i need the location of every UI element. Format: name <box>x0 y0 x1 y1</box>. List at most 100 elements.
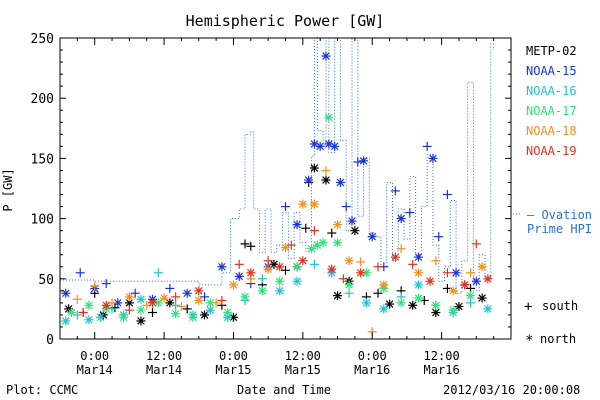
legend-entry-noaa-18: NOAA-18 <box>526 124 577 138</box>
ovation-legend-line2: Prime HPI <box>527 222 592 236</box>
noaa-18-south-point <box>211 298 221 308</box>
metp-02-north-point <box>309 163 319 173</box>
x-tick-time-label: 12:00 <box>285 349 321 363</box>
legend-entry-noaa-16: NOAA-16 <box>526 84 577 98</box>
noaa-15-north-point <box>292 220 302 230</box>
metp-02-north-point <box>228 312 238 322</box>
noaa-15-north-point <box>113 298 123 308</box>
noaa-19-south-point <box>171 292 181 302</box>
noaa-18-south-point <box>431 256 441 266</box>
noaa-15-north-point <box>304 175 314 185</box>
noaa-19-north-point <box>425 276 435 286</box>
y-tick-label: 200 <box>31 92 54 107</box>
noaa-17-north-point <box>188 312 198 322</box>
noaa-16-north-point <box>379 304 389 314</box>
y-axis-label: P [GW] <box>1 168 15 211</box>
noaa-17-north-point <box>448 305 458 315</box>
noaa-18-south-point <box>396 244 406 254</box>
legend-entry-metp-02: METP-02 <box>526 44 577 58</box>
x-tick-date-label: Mar14 <box>77 363 113 377</box>
noaa-19-south-point <box>124 305 134 315</box>
metp-02-north-point <box>321 175 331 185</box>
noaa-18-north-point <box>344 256 354 266</box>
noaa-18-north-point <box>228 280 238 290</box>
noaa-15-north-point <box>335 177 345 187</box>
noaa-15-north-point <box>428 153 438 163</box>
noaa-15-south-point <box>405 208 415 218</box>
noaa-19-north-point <box>246 268 256 278</box>
noaa-18-north-point <box>298 199 308 209</box>
noaa-18-north-point <box>159 293 169 303</box>
marker-legend-south-symbol: + <box>524 299 532 315</box>
ovation-hpi-line <box>60 37 495 294</box>
noaa-18-north-point <box>194 295 204 305</box>
noaa-18-north-point <box>281 242 290 252</box>
noaa-17-north-point <box>223 308 233 318</box>
noaa-17-north-point <box>396 298 406 308</box>
noaa-18-north-point <box>379 280 389 290</box>
noaa-19-south-point <box>471 239 481 249</box>
metp-02-south-point <box>246 241 256 251</box>
metp-02-south-point <box>301 223 311 233</box>
metp-02-north-point <box>333 291 343 301</box>
noaa-16-north-point <box>275 286 285 296</box>
y-axis-ticks: 0 50 100 150 200 250 <box>31 32 511 348</box>
noaa-17-north-point <box>119 312 129 322</box>
metp-02-south-point <box>240 239 250 249</box>
noaa-18-north-point <box>124 292 134 302</box>
ovation-legend-line1: — Ovation <box>527 208 592 222</box>
noaa-15-north-point <box>347 216 357 226</box>
noaa-15-south-point <box>75 268 85 278</box>
x-tick-date-label: Mar15 <box>285 363 321 377</box>
noaa-18-south-point <box>356 257 366 267</box>
marker-legend-south-label: south <box>542 299 578 313</box>
metp-02-north-point <box>350 226 360 236</box>
noaa-17-north-point <box>257 286 267 296</box>
noaa-15-north-point <box>451 268 461 278</box>
x-tick-date-label: Mar15 <box>215 363 251 377</box>
noaa-15-south-point <box>165 283 175 293</box>
ovation-hpi-series <box>60 37 495 294</box>
footer-plot-label: Plot: CCMC <box>6 383 78 397</box>
noaa-19-north-point <box>483 274 493 284</box>
noaa-15-north-point <box>359 156 369 166</box>
noaa-18-north-point <box>448 286 458 296</box>
noaa-19-south-point <box>234 259 244 269</box>
noaa-17-north-point <box>84 300 94 310</box>
noaa-16-south-point <box>344 288 354 298</box>
metp-02-south-point <box>148 308 158 318</box>
x-tick-time-label: 0:00 <box>80 349 109 363</box>
noaa-18-south-point <box>466 268 476 278</box>
noaa-18-north-point <box>263 264 273 274</box>
noaa-16-north-point <box>136 294 146 304</box>
noaa-17-north-point <box>333 238 343 248</box>
legend-entry-noaa-19: NOAA-19 <box>526 144 577 158</box>
noaa-19-north-point <box>275 262 285 272</box>
noaa-18-south-point <box>176 301 186 311</box>
scatter-points <box>61 51 493 337</box>
noaa-15-south-point <box>434 232 444 242</box>
metp-02-north-point <box>136 316 146 326</box>
noaa-18-north-point <box>333 220 343 230</box>
y-tick-label: 150 <box>31 152 54 167</box>
noaa-18-south-point <box>72 294 82 304</box>
noaa-15-north-point <box>321 51 331 61</box>
metp-02-north-point <box>408 300 418 310</box>
marker-legend-north-label: north <box>540 332 576 346</box>
noaa-18-north-point <box>309 199 319 209</box>
x-axis-label: Date and Time <box>237 383 331 397</box>
x-tick-date-label: Mar16 <box>424 363 460 377</box>
noaa-17-north-point <box>318 238 328 248</box>
x-tick-date-label: Mar16 <box>354 363 390 377</box>
noaa-17-north-point <box>413 293 423 303</box>
noaa-15-south-point <box>101 279 111 289</box>
x-tick-date-label: Mar14 <box>146 363 182 377</box>
noaa-15-south-point <box>281 202 290 212</box>
noaa-19-south-point <box>217 295 227 305</box>
noaa-19-north-point <box>327 264 337 274</box>
noaa-17-north-point <box>275 276 285 286</box>
noaa-19-south-point <box>286 240 296 250</box>
noaa-15-north-point <box>234 271 244 281</box>
noaa-17-north-point <box>136 305 146 315</box>
metp-02-south-point <box>373 288 383 298</box>
